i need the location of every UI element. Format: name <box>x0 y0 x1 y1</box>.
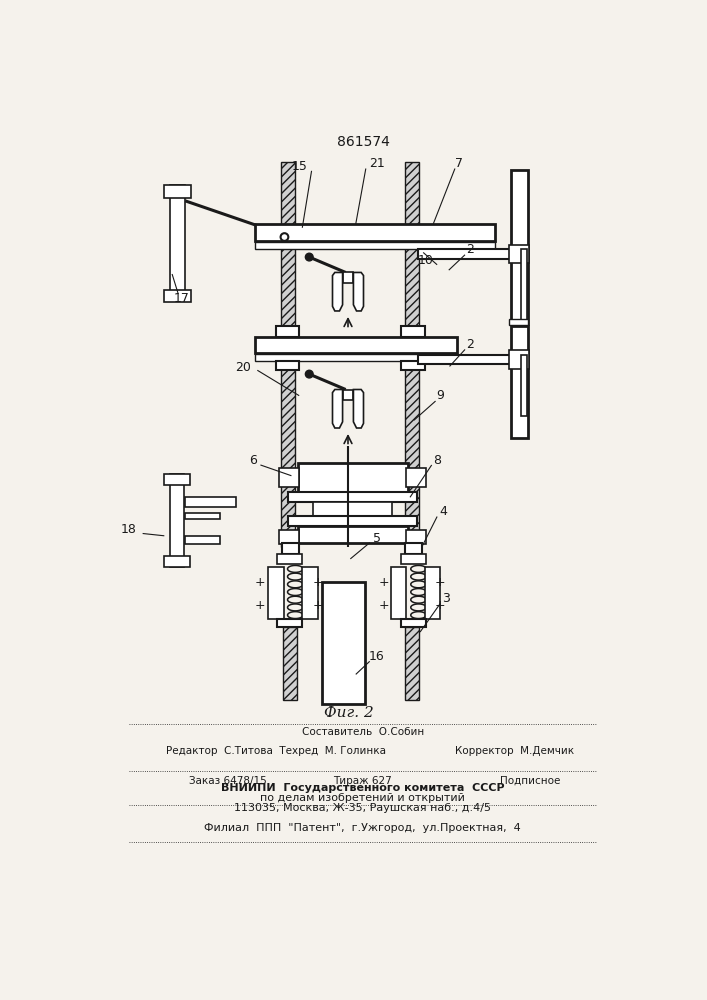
Text: 2: 2 <box>467 243 474 256</box>
Polygon shape <box>332 272 343 311</box>
Text: 3: 3 <box>443 592 450 605</box>
Text: 7: 7 <box>455 157 463 170</box>
Bar <box>406 468 426 487</box>
Bar <box>283 627 297 700</box>
Text: Подписное: Подписное <box>500 776 561 786</box>
Text: +: + <box>255 576 266 588</box>
Bar <box>521 355 527 416</box>
Bar <box>510 326 528 438</box>
Text: Фиг. 2: Фиг. 2 <box>324 706 374 720</box>
Bar <box>255 242 495 249</box>
Bar <box>404 543 421 554</box>
Text: +: + <box>312 599 323 612</box>
Text: +: + <box>255 599 266 612</box>
Text: Тираж 627: Тираж 627 <box>333 776 392 786</box>
Text: 20: 20 <box>235 361 251 374</box>
Bar <box>343 389 354 400</box>
Bar <box>402 326 425 337</box>
Bar <box>406 530 426 544</box>
Text: по делам изобретений и открытий: по делам изобретений и открытий <box>260 793 465 803</box>
Polygon shape <box>354 389 363 428</box>
Text: 21: 21 <box>369 157 385 170</box>
Text: 6: 6 <box>249 454 257 467</box>
Text: Заказ 6478/15: Заказ 6478/15 <box>189 776 267 786</box>
Bar <box>521 249 527 323</box>
Bar <box>170 185 185 301</box>
Text: 861574: 861574 <box>337 135 390 149</box>
Bar <box>402 361 425 370</box>
Bar <box>509 319 528 325</box>
Bar <box>170 474 184 567</box>
Bar <box>268 567 284 619</box>
Bar <box>404 162 419 547</box>
Bar <box>391 567 406 619</box>
Bar <box>277 554 303 564</box>
Bar <box>509 350 530 369</box>
Text: 9: 9 <box>436 389 444 402</box>
Text: Редактор  С.Титова  Техред  М. Голинка: Редактор С.Титова Техред М. Голинка <box>166 746 386 756</box>
Bar <box>401 554 426 564</box>
Text: 2: 2 <box>467 338 474 351</box>
Text: +: + <box>435 599 445 612</box>
Text: +: + <box>378 576 389 588</box>
Bar <box>276 326 299 337</box>
Bar <box>255 337 457 353</box>
Bar <box>185 513 220 519</box>
Bar <box>282 543 299 554</box>
Bar <box>418 249 513 259</box>
Text: 18: 18 <box>121 523 136 536</box>
Text: +: + <box>312 576 323 588</box>
Text: Филиал  ППП  "Патент",  г.Ужгород,  ул.Проектная,  4: Филиал ППП "Патент", г.Ужгород, ул.Проек… <box>204 823 521 833</box>
Bar <box>279 530 299 544</box>
Bar <box>281 162 295 547</box>
Bar <box>303 567 317 619</box>
Bar <box>288 492 417 502</box>
Text: ВНИИПИ  Государственного комитета  СССР: ВНИИПИ Государственного комитета СССР <box>221 783 505 793</box>
Circle shape <box>305 370 313 378</box>
Bar <box>298 526 408 543</box>
Text: 10: 10 <box>417 254 433 267</box>
Text: 5: 5 <box>373 532 380 545</box>
Polygon shape <box>332 389 343 428</box>
Bar <box>255 354 457 361</box>
Bar <box>298 463 408 492</box>
Bar <box>163 474 190 485</box>
Text: +: + <box>378 599 389 612</box>
Bar <box>163 185 192 198</box>
Bar <box>277 619 303 627</box>
Bar <box>276 361 299 370</box>
Bar <box>509 245 530 263</box>
Bar <box>313 502 392 516</box>
Text: 16: 16 <box>369 650 385 663</box>
Text: 113035, Москва, Ж-35, Раушская наб., д.4/5: 113035, Москва, Ж-35, Раушская наб., д.4… <box>234 803 491 813</box>
Bar <box>288 516 417 526</box>
Bar <box>401 619 426 627</box>
Bar <box>322 582 365 704</box>
Polygon shape <box>354 272 363 311</box>
Bar <box>425 567 440 619</box>
Text: +: + <box>435 576 445 588</box>
Text: 8: 8 <box>433 454 441 467</box>
Bar <box>510 170 528 324</box>
Bar <box>185 536 220 544</box>
Bar <box>163 556 190 567</box>
Text: 15: 15 <box>292 160 308 173</box>
Bar <box>163 290 192 302</box>
Bar <box>279 468 299 487</box>
Bar <box>185 497 235 507</box>
Text: 17: 17 <box>173 292 189 305</box>
Bar <box>343 272 354 283</box>
Bar <box>405 627 419 700</box>
Bar <box>255 224 495 241</box>
Circle shape <box>305 253 313 261</box>
Text: 4: 4 <box>439 505 448 518</box>
Text: Корректор  М.Демчик: Корректор М.Демчик <box>455 746 574 756</box>
Text: Составитель  О.Собин: Составитель О.Собин <box>302 727 424 737</box>
Bar <box>418 355 513 364</box>
